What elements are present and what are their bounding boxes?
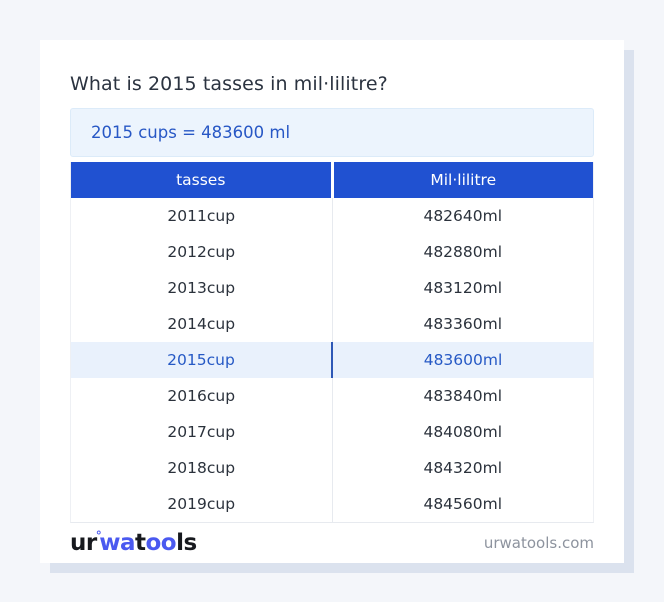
- table-row[interactable]: 2019cup 484560ml: [71, 486, 593, 522]
- table-row[interactable]: 2016cup 483840ml: [71, 378, 593, 414]
- table-row[interactable]: 2013cup 483120ml: [71, 270, 593, 306]
- column-header-tasses: tasses: [71, 162, 334, 198]
- table-row[interactable]: 2014cup 483360ml: [71, 306, 593, 342]
- table-row[interactable]: 2011cup 482640ml: [71, 198, 593, 234]
- logo-segment-dark: ur: [70, 529, 97, 556]
- cup-value: 2015cup: [71, 342, 333, 378]
- site-url-text: urwatools.com: [483, 534, 594, 552]
- logo-segment-blue: oo: [145, 529, 177, 556]
- logo-segment-dark: ls: [176, 529, 197, 556]
- ml-value: 483840ml: [423, 387, 503, 405]
- ml-value: 482880ml: [423, 243, 503, 261]
- column-header-millilitre: Mil·lilitre: [430, 171, 497, 189]
- ml-value: 482640ml: [423, 207, 503, 225]
- converter-card: What is 2015 tasses in mil·lilitre? 2015…: [40, 40, 624, 563]
- conversion-result-box: 2015 cups = 483600 ml: [70, 108, 594, 157]
- conversion-result-text: 2015 cups = 483600 ml: [91, 123, 291, 142]
- urwatools-logo[interactable]: ur°watools: [70, 528, 197, 556]
- page-title: What is 2015 tasses in mil·lilitre?: [70, 73, 388, 95]
- cup-value: 2011cup: [71, 198, 333, 234]
- cup-value: 2018cup: [71, 450, 333, 486]
- cup-value: 2014cup: [71, 306, 333, 342]
- table-header-row: tasses Mil·lilitre: [71, 162, 593, 198]
- ml-value: 483600ml: [423, 351, 503, 369]
- ml-value: 483360ml: [423, 315, 503, 333]
- logo-segment-dark: t: [135, 529, 146, 556]
- card-footer: ur°watools urwatools.com: [70, 523, 594, 563]
- cup-value: 2017cup: [71, 414, 333, 450]
- ml-value: 484320ml: [423, 459, 503, 477]
- cup-value: 2013cup: [71, 270, 333, 306]
- cup-value: 2019cup: [71, 486, 333, 522]
- conversion-table: tasses Mil·lilitre 2011cup 482640ml 2012…: [70, 162, 594, 523]
- table-row[interactable]: 2012cup 482880ml: [71, 234, 593, 270]
- ml-value: 484080ml: [423, 423, 503, 441]
- cup-value: 2016cup: [71, 378, 333, 414]
- logo-degree-icon: °: [95, 528, 102, 543]
- cup-value: 2012cup: [71, 234, 333, 270]
- table-row-highlighted[interactable]: 2015cup 483600ml: [71, 342, 593, 378]
- logo-segment-blue: wa: [99, 529, 135, 556]
- table-row[interactable]: 2017cup 484080ml: [71, 414, 593, 450]
- ml-value: 483120ml: [423, 279, 503, 297]
- ml-value: 484560ml: [423, 495, 503, 513]
- table-row[interactable]: 2018cup 484320ml: [71, 450, 593, 486]
